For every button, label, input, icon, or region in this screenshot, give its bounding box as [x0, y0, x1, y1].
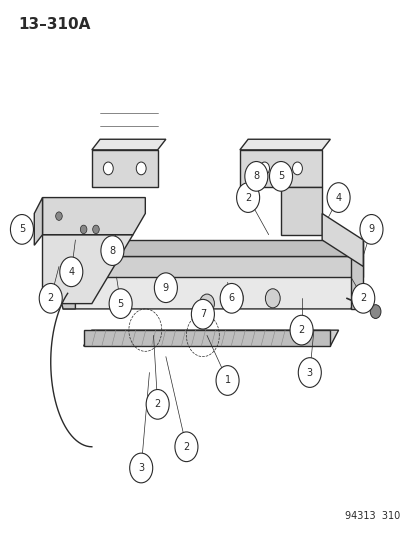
Text: 9: 9 — [162, 282, 169, 293]
Polygon shape — [350, 240, 362, 309]
Circle shape — [298, 358, 320, 387]
Circle shape — [290, 316, 312, 345]
Text: 2: 2 — [244, 192, 251, 203]
Text: 7: 7 — [199, 309, 206, 319]
Text: 4: 4 — [68, 267, 74, 277]
Text: 2: 2 — [359, 293, 366, 303]
Polygon shape — [321, 214, 362, 266]
Text: 5: 5 — [19, 224, 25, 235]
Circle shape — [103, 162, 113, 175]
Polygon shape — [43, 235, 133, 304]
Text: 3: 3 — [138, 463, 144, 473]
Text: 1: 1 — [224, 375, 230, 385]
Circle shape — [326, 183, 349, 213]
Polygon shape — [280, 187, 321, 235]
Polygon shape — [239, 139, 330, 150]
Polygon shape — [92, 150, 157, 187]
Text: 2: 2 — [154, 399, 160, 409]
Circle shape — [244, 161, 267, 191]
Circle shape — [236, 183, 259, 213]
Circle shape — [93, 225, 99, 233]
Circle shape — [80, 225, 87, 233]
Polygon shape — [83, 330, 330, 346]
Polygon shape — [34, 198, 43, 245]
Circle shape — [39, 284, 62, 313]
Circle shape — [216, 366, 238, 395]
Circle shape — [55, 212, 62, 220]
Circle shape — [220, 284, 242, 313]
Circle shape — [359, 215, 382, 244]
Circle shape — [59, 257, 83, 287]
Text: 6: 6 — [228, 293, 234, 303]
Circle shape — [199, 294, 214, 313]
Circle shape — [109, 289, 132, 318]
Polygon shape — [75, 256, 362, 277]
Text: 8: 8 — [109, 246, 115, 256]
Circle shape — [265, 289, 280, 308]
Text: 4: 4 — [335, 192, 341, 203]
Polygon shape — [83, 330, 338, 346]
Polygon shape — [63, 277, 362, 309]
Text: 2: 2 — [298, 325, 304, 335]
Circle shape — [369, 305, 380, 318]
Circle shape — [10, 215, 33, 244]
Circle shape — [154, 273, 177, 303]
Circle shape — [292, 162, 301, 175]
Circle shape — [175, 432, 197, 462]
Circle shape — [129, 453, 152, 483]
Text: 94313  310: 94313 310 — [344, 511, 399, 521]
Circle shape — [269, 161, 292, 191]
Circle shape — [191, 300, 214, 329]
Circle shape — [136, 162, 146, 175]
Text: 2: 2 — [47, 293, 54, 303]
Polygon shape — [55, 240, 75, 309]
Text: 13–310A: 13–310A — [18, 17, 90, 33]
Text: 5: 5 — [117, 298, 123, 309]
Circle shape — [146, 390, 169, 419]
Polygon shape — [43, 198, 145, 235]
Polygon shape — [75, 240, 362, 256]
Text: 8: 8 — [253, 172, 259, 181]
Circle shape — [351, 284, 374, 313]
Text: 5: 5 — [277, 172, 283, 181]
Text: 2: 2 — [183, 442, 189, 452]
Circle shape — [101, 236, 123, 265]
Circle shape — [228, 289, 242, 308]
Polygon shape — [239, 150, 321, 187]
Polygon shape — [92, 139, 166, 150]
Text: 9: 9 — [368, 224, 374, 235]
Circle shape — [259, 162, 269, 175]
Text: 3: 3 — [306, 368, 312, 377]
Circle shape — [19, 220, 29, 233]
